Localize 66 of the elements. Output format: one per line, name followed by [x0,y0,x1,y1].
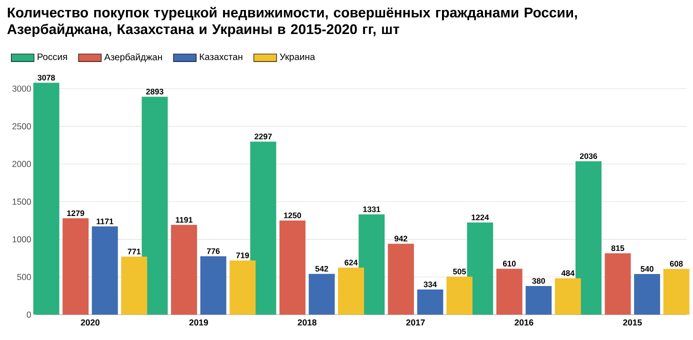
data-label: 1224 [472,214,489,220]
data-label: 942 [394,236,408,242]
x-tick-label: 2017 [406,319,425,326]
data-label: 1279 [67,210,84,216]
y-tick-label: 0 [26,312,31,318]
bar [121,256,148,315]
bar [496,268,522,315]
bar [171,224,198,315]
data-label: 484 [561,270,575,276]
bar [142,96,168,315]
bar [634,274,660,315]
bar [338,268,364,315]
legend-label: Украина [280,54,316,62]
data-label: 608 [670,260,683,267]
x-tick-label: 2018 [298,319,316,326]
bar [604,253,631,315]
data-label: 610 [502,260,516,266]
bar [200,256,226,315]
bar [446,276,472,315]
data-label: 719 [236,252,249,258]
bar [554,278,581,315]
chart-title: Количество покупок турецкой недвижимости, совершённых гражданами России, Азербайджана, Казахстана и Украины в 2015-2020 гг, шт [7,6,577,37]
y-tick-label: 2500 [12,123,31,130]
data-label: 542 [315,266,328,272]
legend-label: Азербайджан [104,53,162,62]
bar [33,82,60,315]
bar [358,214,385,315]
data-label: 505 [453,268,466,274]
bar [388,244,414,315]
data-label: 540 [640,266,654,272]
x-tick-label: 2016 [514,319,534,326]
bar [279,220,306,315]
data-label: 380 [532,278,545,284]
y-tick-label: 1000 [12,236,31,242]
data-label: 1171 [96,218,114,224]
data-label: 2036 [580,153,598,159]
data-label: 3078 [38,74,55,80]
x-tick-label: 2019 [189,319,208,326]
bar [467,222,494,315]
data-label: 334 [424,282,437,288]
bar [308,274,335,315]
data-label: 2297 [254,134,272,140]
bar [417,290,444,315]
data-label: 624 [344,260,358,266]
y-tick-label: 500 [17,274,31,280]
x-tick-label: 2015 [623,319,642,326]
bar [663,268,690,315]
data-label: 1250 [284,212,302,218]
x-tick-label: 2020 [80,319,100,326]
legend-label: Россия [38,54,67,60]
data-label: 1331 [363,206,380,212]
data-label: 1191 [176,217,192,223]
bar [526,286,552,315]
bar [92,226,118,315]
data-label: 2893 [146,88,164,94]
bar [250,142,276,315]
bar [576,161,602,315]
bar [62,218,89,315]
y-tick-label: 1500 [12,198,31,205]
data-label: 815 [611,245,624,251]
y-tick-label: 3000 [12,86,31,92]
legend-label: Казахстан [200,54,242,60]
data-label: 771 [128,248,141,254]
y-tick-label: 2000 [12,160,31,168]
bar [230,260,256,315]
data-label: 776 [206,248,220,254]
